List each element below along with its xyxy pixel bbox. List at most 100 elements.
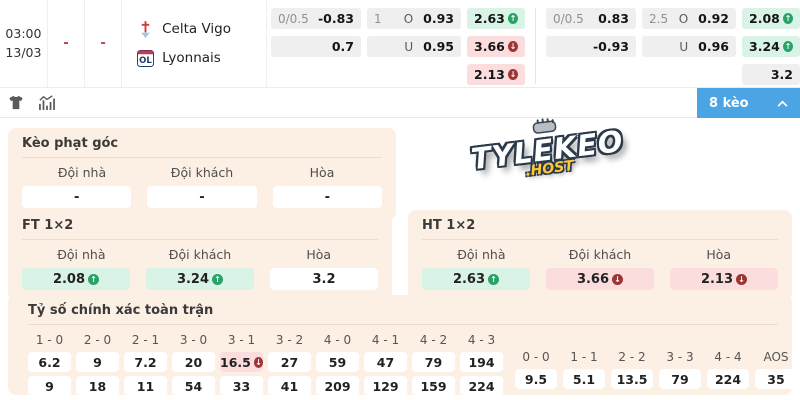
score-header: 4 - 3 — [467, 333, 496, 347]
odds-cell-handicap-home[interactable]: 0/0.5 0.83 — [546, 8, 636, 29]
ft-1x2-card: FT 1×2 Đội nhà Đội khách Hòa 2.08 3.24 3… — [8, 210, 392, 302]
score-odds[interactable]: 224 — [460, 376, 503, 396]
odds-cell-over[interactable]: 1 O 0.93 — [367, 8, 461, 29]
score-odds[interactable]: 27 — [268, 352, 311, 372]
odds-cell-1x2-home[interactable]: 2.08 — [742, 8, 800, 29]
odds-value: 0.96 — [698, 39, 729, 54]
corner-odds-home[interactable]: - — [22, 186, 132, 208]
score-odds[interactable]: 54 — [172, 376, 215, 396]
odds-cell-under[interactable]: U 0.95 — [367, 36, 461, 57]
stats-icon[interactable] — [38, 95, 56, 110]
odds-value: 2.08 — [749, 11, 780, 26]
score-odds[interactable]: 224 — [707, 369, 749, 389]
score-odds[interactable]: 33 — [220, 376, 263, 396]
score-odds[interactable]: 13.5 — [611, 369, 653, 389]
odds-cell-over[interactable]: 2.5 O 0.92 — [642, 8, 736, 29]
ft-odds-draw[interactable]: 3.2 — [270, 268, 378, 290]
score-odds[interactable]: 6.2 — [28, 352, 71, 372]
score-odds[interactable]: 5.1 — [563, 369, 605, 389]
odds-cell-1x2-draw[interactable]: 2.13 — [467, 64, 525, 85]
header-draw: Hòa — [309, 165, 335, 180]
ht-odds-away[interactable]: 3.66 — [546, 268, 654, 290]
odds-value: 0.92 — [698, 11, 729, 26]
ht-1x2-card: HT 1×2 Đội nhà Đội khách Hòa 2.63 3.66 2… — [408, 210, 792, 302]
odds-count-button[interactable]: 8 kèo — [697, 88, 800, 118]
score-odds[interactable]: 159 — [412, 376, 455, 396]
odds-right-1x2: 2.08 3.24 3.2 — [742, 8, 800, 85]
score-odds[interactable]: 194 — [460, 352, 503, 372]
corner-odds-card: Kèo phạt góc Đội nhà Đội khách Hòa - - - — [8, 128, 396, 220]
score-odds[interactable]: 9.5 — [515, 369, 557, 389]
ft-card-title: FT 1×2 — [22, 218, 378, 240]
odds-cell-1x2-away[interactable]: 3.66 — [467, 36, 525, 57]
ht-odds-home[interactable]: 2.63 — [422, 268, 530, 290]
odds-value: 3.24 — [749, 39, 780, 54]
odds-cell-1x2-home[interactable]: 2.63 — [467, 8, 525, 29]
odds-value: 0.83 — [598, 11, 629, 26]
odds-left-handicap: 0/0.5 -0.83 0.7 — [271, 8, 361, 57]
header-home: Đội nhà — [457, 247, 506, 262]
score-odds[interactable]: 18 — [76, 376, 119, 396]
corner-odds-away[interactable]: - — [147, 186, 257, 208]
odds-cell-handicap-away[interactable]: -0.93 — [546, 36, 636, 57]
score-odds[interactable]: 20 — [172, 352, 215, 372]
home-team[interactable]: Celta Vigo — [136, 20, 266, 38]
score-odds[interactable]: 7.2 — [124, 352, 167, 372]
over-label: O — [403, 11, 414, 26]
ft-odds-home[interactable]: 2.08 — [22, 268, 130, 290]
odds-cell-handicap-away[interactable]: 0.7 — [271, 36, 361, 57]
score-odds[interactable]: 209 — [316, 376, 359, 396]
score-odds[interactable]: 41 — [268, 376, 311, 396]
score-home: - — [48, 0, 85, 87]
watermark-line1: TYLEKEO — [469, 123, 626, 177]
score-odds[interactable]: 59 — [316, 352, 359, 372]
corner-odds-draw[interactable]: - — [272, 186, 382, 208]
odds-cell-handicap-home[interactable]: 0/0.5 -0.83 — [271, 8, 361, 29]
ft-odds-away[interactable]: 3.24 — [146, 268, 254, 290]
lyonnais-logo-icon: OL — [136, 49, 154, 67]
score-odds[interactable]: 79 — [659, 369, 701, 389]
correct-score-draw-grid: 0 - 0 1 - 1 2 - 2 3 - 3 4 - 4 AOS 9.5 5.… — [515, 349, 797, 389]
score-header: 3 - 3 — [666, 350, 694, 364]
odds-left-1x2: 2.63 3.66 2.13 — [467, 8, 525, 85]
away-team[interactable]: OL Lyonnais — [136, 49, 266, 67]
score-header: 1 - 1 — [570, 350, 598, 364]
over-label: O — [678, 11, 689, 26]
score-header: 4 - 1 — [371, 333, 400, 347]
correct-score-title: Tỷ số chính xác toàn trận — [28, 303, 778, 325]
score-odds[interactable]: 11 — [124, 376, 167, 396]
score-odds[interactable]: 129 — [364, 376, 407, 396]
handicap-line: 0/0.5 — [553, 11, 584, 26]
odds-value: 2.13 — [474, 67, 505, 82]
header-away: Đội khách — [168, 247, 232, 262]
score-header: 1 - 0 — [35, 333, 64, 347]
away-team-name: Lyonnais — [162, 50, 221, 66]
odds-cell-under[interactable]: U 0.96 — [642, 36, 736, 57]
score-header: 4 - 0 — [323, 333, 352, 347]
odds-cell-1x2-away[interactable]: 3.24 — [742, 36, 800, 57]
score-header: 4 - 2 — [419, 333, 448, 347]
score-odds[interactable]: 9 — [28, 376, 71, 396]
content: TYLEKEO .HOST Kèo phạt góc Đội nhà Đội k… — [0, 118, 800, 399]
score-odds[interactable]: 35 — [755, 369, 797, 389]
odds-value: 0.95 — [423, 39, 454, 54]
score-odds[interactable]: 16.5 — [220, 352, 263, 372]
odds-cell-1x2-draw[interactable]: 3.2 — [742, 64, 800, 85]
score-odds[interactable]: 79 — [412, 352, 455, 372]
odds-group-divider — [535, 8, 536, 84]
jersey-icon[interactable] — [8, 95, 24, 110]
watermark: TYLEKEO .HOST — [449, 107, 645, 189]
odds-left-total: 1 O 0.93 U 0.95 — [367, 8, 461, 57]
score-header: 0 - 0 — [522, 350, 550, 364]
score-odds[interactable]: 9 — [76, 352, 119, 372]
odds-value: -0.93 — [592, 39, 629, 54]
home-team-name: Celta Vigo — [162, 21, 231, 37]
toolbar: 8 kèo — [0, 88, 800, 118]
odds-right-handicap: 0/0.5 0.83 -0.93 — [546, 8, 636, 57]
header-draw: Hòa — [306, 247, 332, 262]
score-odds[interactable]: 47 — [364, 352, 407, 372]
ht-odds-draw[interactable]: 2.13 — [670, 268, 778, 290]
score-header: AOS — [763, 350, 789, 364]
kickoff-time: 03:00 — [5, 25, 42, 41]
odds-area: 0/0.5 -0.83 0.7 1 O 0.93 U 0.95 2.63 — [267, 0, 800, 87]
